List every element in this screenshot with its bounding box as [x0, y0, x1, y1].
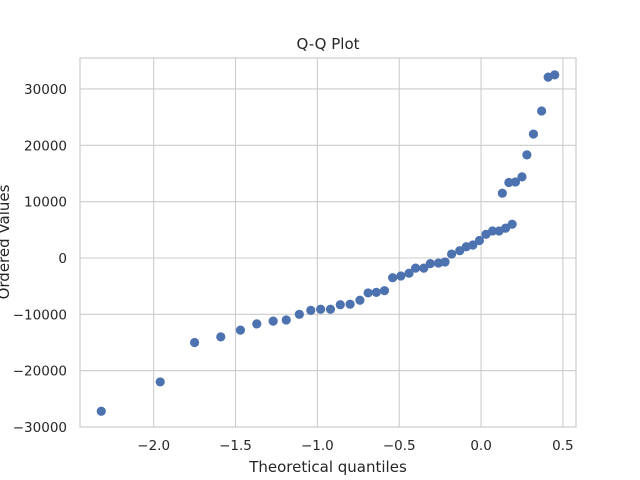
- data-point: [371, 287, 381, 297]
- data-point: [316, 304, 326, 314]
- data-point: [294, 309, 304, 319]
- data-point: [440, 257, 450, 267]
- y-axis-label: Ordered Values: [0, 184, 13, 299]
- data-point: [468, 240, 478, 250]
- x-tick-label: 0.5: [552, 438, 573, 454]
- data-point: [487, 226, 498, 236]
- chart-title: Q-Q Plot: [296, 35, 359, 53]
- data-point: [522, 150, 532, 160]
- y-axis-ticks: −30000 −20000 −10000 0 10000 20000 30000: [13, 82, 67, 436]
- y-tick-label: −20000: [13, 364, 67, 380]
- data-point: [335, 300, 345, 310]
- data-point: [550, 70, 560, 80]
- y-tick-label: 20000: [24, 138, 67, 154]
- data-point: [379, 286, 390, 296]
- y-tick-label: 10000: [24, 195, 67, 211]
- x-tick-label: −1.5: [219, 438, 252, 454]
- data-point: [216, 332, 226, 342]
- x-tick-label: −1.0: [301, 438, 334, 454]
- x-tick-label: 0.0: [470, 438, 491, 454]
- data-point: [474, 235, 485, 246]
- x-tick-label: −2.0: [137, 438, 170, 454]
- data-point: [155, 377, 165, 387]
- data-point: [306, 305, 316, 315]
- data-point: [96, 406, 106, 416]
- data-point: [410, 263, 421, 273]
- x-axis-ticks: −2.0 −1.5 −1.0 −0.5 0.0 0.5: [137, 438, 573, 454]
- data-point: [235, 325, 246, 335]
- data-point: [345, 299, 355, 309]
- data-point: [404, 268, 414, 278]
- x-tick-label: −0.5: [383, 438, 416, 454]
- data-point: [363, 288, 373, 298]
- x-axis-label: Theoretical quantiles: [248, 458, 407, 476]
- data-point: [446, 249, 457, 259]
- data-point: [419, 263, 429, 273]
- y-tick-label: −30000: [13, 420, 67, 436]
- data-point: [425, 259, 435, 269]
- data-point: [497, 188, 507, 198]
- data-point: [355, 295, 365, 305]
- data-point: [510, 177, 521, 187]
- data-point: [325, 304, 336, 314]
- data-point: [517, 172, 527, 182]
- data-point: [507, 219, 517, 229]
- y-tick-label: −10000: [13, 307, 67, 323]
- y-tick-label: 30000: [24, 82, 67, 98]
- plot-area: [79, 57, 577, 428]
- y-tick-label: 0: [58, 251, 67, 267]
- data-point: [388, 273, 398, 283]
- data-point: [268, 316, 278, 326]
- data-point: [189, 337, 200, 348]
- data-point: [396, 271, 406, 281]
- data-point: [252, 319, 262, 329]
- data-point: [281, 315, 291, 325]
- data-points: [96, 70, 560, 416]
- data-point: [528, 129, 539, 139]
- data-point: [537, 106, 547, 116]
